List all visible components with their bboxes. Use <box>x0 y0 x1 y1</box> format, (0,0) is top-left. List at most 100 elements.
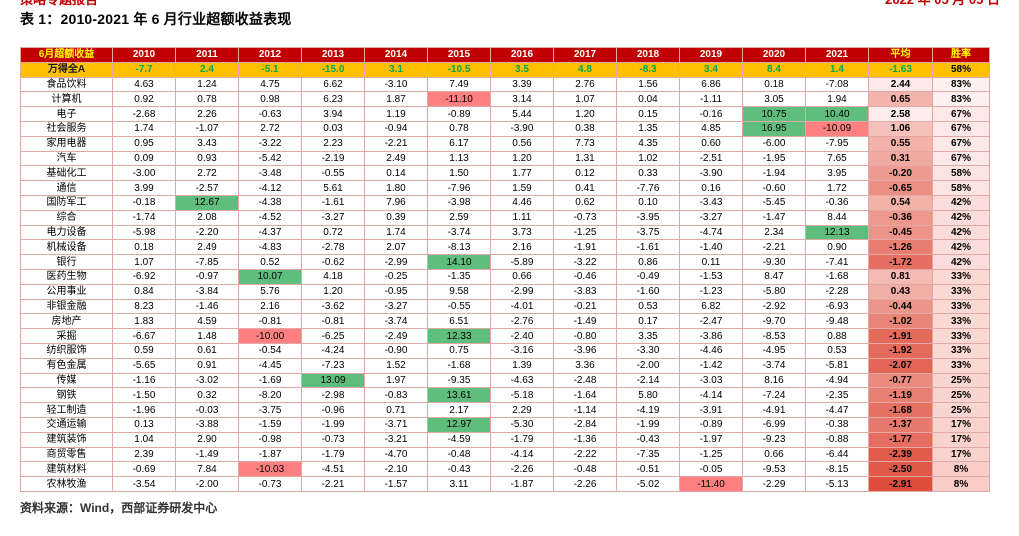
return-cell: 0.13 <box>112 416 176 433</box>
return-cell: -0.80 <box>553 328 617 344</box>
win-rate-cell: 42% <box>932 194 990 211</box>
return-cell: -4.12 <box>238 180 302 196</box>
industry-label: 社会服务 <box>20 120 113 137</box>
return-cell: -1.99 <box>616 416 680 433</box>
return-cell: -1.23 <box>679 283 743 300</box>
industry-label: 建筑材料 <box>20 461 113 478</box>
return-cell: 1.20 <box>490 150 554 167</box>
return-cell: -0.05 <box>679 461 743 478</box>
return-cell: -3.83 <box>553 283 617 300</box>
return-cell: 4.59 <box>175 313 239 330</box>
industry-row: 纺织服饰 0.59 0.61 -0.54 -4.24 -0.90 0.75 -3.16 -3.9… <box>20 342 990 359</box>
return-cell: -0.83 <box>364 387 428 404</box>
return-cell: -4.14 <box>679 387 743 404</box>
return-cell: -0.73 <box>238 476 302 492</box>
win-rate-cell: 33% <box>932 298 990 315</box>
return-cell: 8.44 <box>805 209 869 226</box>
return-cell: 2.16 <box>490 239 554 256</box>
return-cell: -1.53 <box>679 268 743 285</box>
return-cell: 0.12 <box>553 165 617 182</box>
average-cell: -1.72 <box>868 254 933 270</box>
column-header: 2016 <box>490 47 554 63</box>
average-cell: 0.54 <box>868 194 933 211</box>
industry-row: 公用事业 0.84 -3.84 5.76 1.20 -0.95 9.58 -2.99 -3.83… <box>20 283 990 300</box>
return-cell: -4.59 <box>427 431 491 448</box>
return-cell: 12.33 <box>427 328 491 344</box>
return-cell: 6.17 <box>427 135 491 152</box>
return-cell: -1.40 <box>679 239 743 256</box>
return-cell: 2.29 <box>490 402 554 418</box>
return-cell: -0.73 <box>553 209 617 226</box>
return-cell: -4.37 <box>238 224 302 241</box>
source-note: 资料来源：Wind，西部证券研发中心 <box>20 501 218 515</box>
return-cell: -7.95 <box>805 135 869 152</box>
industry-row: 交通运输 0.13 -3.88 -1.59 -1.99 -3.71 12.97 -5.30 -2… <box>20 416 990 433</box>
return-cell: -1.99 <box>301 416 365 433</box>
return-cell: 0.32 <box>175 387 239 404</box>
return-cell: 0.78 <box>175 91 239 108</box>
return-cell: 12.97 <box>427 416 491 433</box>
return-cell: -1.57 <box>364 476 428 492</box>
return-cell: -2.99 <box>490 283 554 300</box>
industry-row: 商贸零售 2.39 -1.49 -1.87 -1.79 -4.70 -0.48 -4.14 -2… <box>20 446 990 463</box>
return-cell: 0.10 <box>616 194 680 211</box>
return-cell: 2.76 <box>553 76 617 93</box>
return-cell: 0.93 <box>175 150 239 167</box>
return-cell: -1.87 <box>238 446 302 463</box>
return-cell: 4.8 <box>553 61 617 78</box>
win-rate-cell: 33% <box>932 342 990 359</box>
return-cell: -5.18 <box>490 387 554 404</box>
return-cell: -6.00 <box>742 135 806 152</box>
average-cell: -1.26 <box>868 239 933 256</box>
return-cell: -10.5 <box>427 61 491 78</box>
return-cell: -3.86 <box>679 328 743 344</box>
return-cell: -2.76 <box>490 313 554 330</box>
return-cell: 5.61 <box>301 180 365 196</box>
return-cell: 0.56 <box>490 135 554 152</box>
return-cell: -3.88 <box>175 416 239 433</box>
return-cell: 3.05 <box>742 91 806 108</box>
win-rate-cell: 67% <box>932 150 990 167</box>
return-cell: -1.96 <box>112 402 176 418</box>
column-header: 2011 <box>175 47 239 63</box>
return-cell: -1.87 <box>490 476 554 492</box>
return-cell: -2.21 <box>742 239 806 256</box>
industry-label: 食品饮料 <box>20 76 113 93</box>
return-cell: -3.75 <box>238 402 302 418</box>
return-cell: 0.88 <box>805 328 869 344</box>
table-body: 万得全A -7.7 2.4 -5.1 -15.0 3.1 -10.5 3.5 4.8 -8.3 3.… <box>20 61 990 492</box>
return-cell: 3.73 <box>490 224 554 241</box>
return-cell: -10.00 <box>238 328 302 344</box>
return-cell: -0.25 <box>364 268 428 285</box>
industry-label: 银行 <box>20 254 113 270</box>
return-cell: -3.96 <box>553 342 617 359</box>
return-cell: -3.62 <box>301 298 365 315</box>
return-cell: -9.70 <box>742 313 806 330</box>
return-cell: -5.42 <box>238 150 302 167</box>
industry-label: 有色金属 <box>20 357 113 374</box>
return-cell: -3.91 <box>679 402 743 418</box>
win-rate-cell: 83% <box>932 76 990 93</box>
return-cell: 1.35 <box>616 120 680 137</box>
return-cell: -3.74 <box>742 357 806 374</box>
industry-row: 基础化工 -3.00 2.72 -3.48 -0.55 0.14 1.50 1.77 0.12 0… <box>20 165 990 182</box>
industry-row: 钢铁 -1.50 0.32 -8.20 -2.98 -0.83 13.61 -5.18 -1.6… <box>20 387 990 404</box>
return-cell: -2.14 <box>616 372 680 389</box>
return-cell: -2.78 <box>301 239 365 256</box>
return-cell: -0.98 <box>238 431 302 448</box>
return-cell: 10.75 <box>742 106 806 122</box>
return-cell: 3.35 <box>616 328 680 344</box>
industry-label: 电子 <box>20 106 113 122</box>
return-cell: 0.17 <box>616 313 680 330</box>
industry-row: 传媒 -1.16 -3.02 -1.69 13.09 1.97 -9.35 -4.63 -2.4… <box>20 372 990 389</box>
return-cell: 0.60 <box>679 135 743 152</box>
industry-row: 房地产 1.83 4.59 -0.81 -0.81 -3.74 6.51 -2.76 -1.49… <box>20 313 990 330</box>
return-cell: 0.33 <box>616 165 680 182</box>
average-cell: 0.55 <box>868 135 933 152</box>
win-rate-cell: 17% <box>932 446 990 463</box>
return-cell: 1.24 <box>175 76 239 93</box>
return-cell: -3.74 <box>427 224 491 241</box>
return-cell: -2.26 <box>490 461 554 478</box>
return-cell: -1.64 <box>553 387 617 404</box>
win-rate-cell: 42% <box>932 254 990 270</box>
